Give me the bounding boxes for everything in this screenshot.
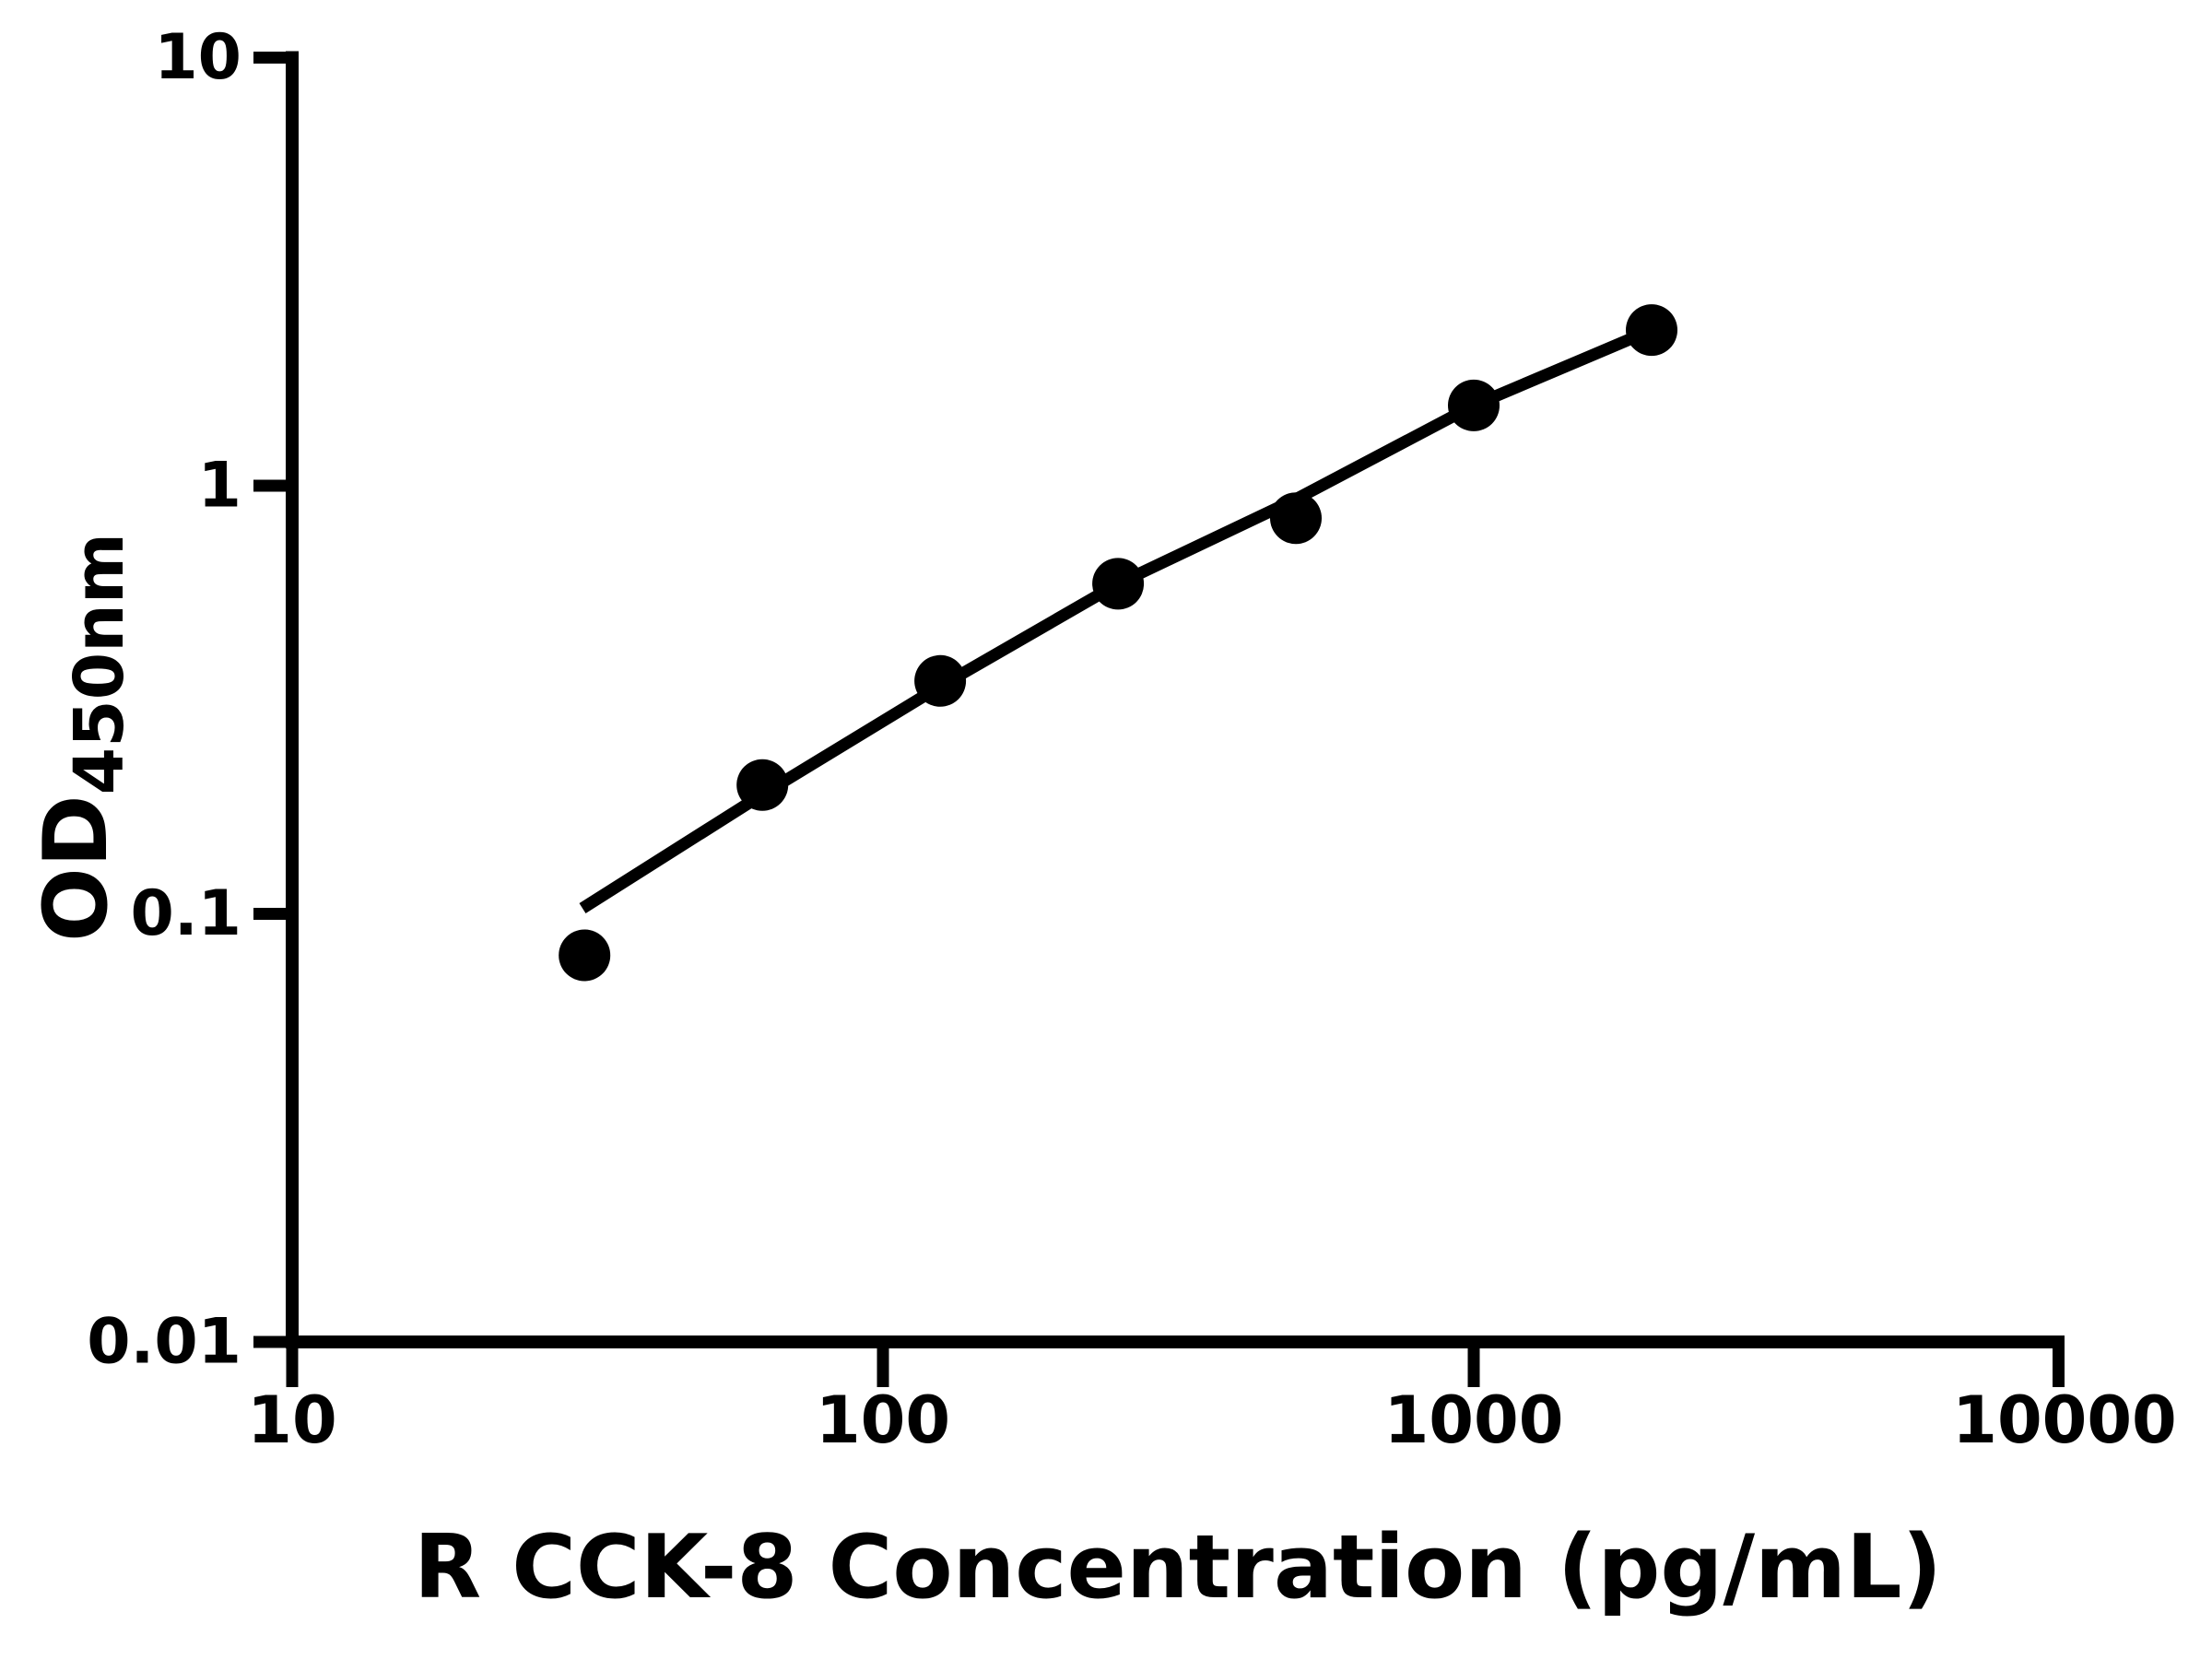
x-axis-title: R CCK-8 Concentration (pg/mL)	[414, 1517, 1942, 1618]
data-point-250	[1092, 558, 1145, 610]
y-axis-title-main: OD	[26, 794, 127, 942]
y-tick-label-0.1: 0.1	[131, 877, 241, 950]
y-tick-label-0.01: 0.01	[87, 1306, 241, 1379]
data-point-1000	[1448, 379, 1500, 431]
y-axis-title-subscript: 450nm	[60, 533, 139, 794]
data-point-2000	[1626, 304, 1677, 357]
data-point-125	[914, 654, 967, 707]
data-point-31.25	[559, 929, 611, 982]
data-point-500	[1270, 492, 1322, 545]
x-tick-label-10: 10	[247, 1382, 336, 1458]
y-tick-label-10: 10	[154, 21, 241, 94]
x-tick-label-1000: 1000	[1384, 1382, 1564, 1458]
x-tick-label-100: 100	[816, 1382, 950, 1458]
y-tick-label-1: 1	[198, 450, 241, 523]
y-axis-title: OD450nm	[26, 533, 139, 942]
x-tick-label-10000: 10000	[1952, 1382, 2177, 1458]
data-point-62.5	[736, 759, 789, 811]
